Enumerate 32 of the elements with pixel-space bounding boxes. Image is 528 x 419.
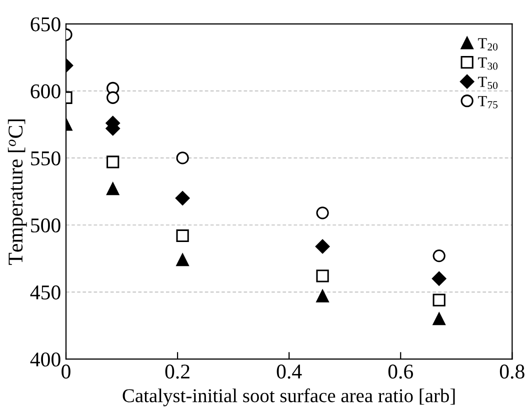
point <box>176 152 189 164</box>
point <box>176 229 189 242</box>
x-tick-label: 0.6 <box>388 364 414 379</box>
point <box>432 312 446 326</box>
point <box>106 182 120 196</box>
y-tick-label: 400 <box>30 352 60 367</box>
point <box>432 250 446 262</box>
x-tick-label: 0.4 <box>276 364 302 379</box>
point <box>315 239 330 254</box>
point <box>316 206 329 220</box>
x-tick-label: 0.8 <box>500 364 524 379</box>
point <box>432 271 446 286</box>
point <box>106 156 120 168</box>
y-tick-label: 500 <box>31 218 60 232</box>
legend-label: T$_{75}$ <box>478 96 498 108</box>
point <box>316 270 329 282</box>
point <box>176 254 189 266</box>
x-tick-label: 0.2 <box>165 364 190 379</box>
y-tick-label: 600 <box>30 84 60 98</box>
legend-label: T$_{50}$ <box>478 76 498 90</box>
x-tick-label: 0 <box>62 364 70 379</box>
y-tick-label: 550 <box>31 151 60 166</box>
point <box>316 290 329 302</box>
y-axis-title: Temperature [$^{o}$C] <box>8 119 27 265</box>
y-tick-label: 450 <box>30 285 60 300</box>
point <box>175 191 190 206</box>
point <box>432 294 446 306</box>
legend-label: T$_{20}$ <box>478 38 498 50</box>
legend-label: T$_{30}$ <box>478 58 498 70</box>
y-tick-label: 650 <box>30 17 60 32</box>
x-axis-title: Catalyst-initial soot surface area ratio [arb] <box>122 388 455 406</box>
point <box>106 91 120 104</box>
